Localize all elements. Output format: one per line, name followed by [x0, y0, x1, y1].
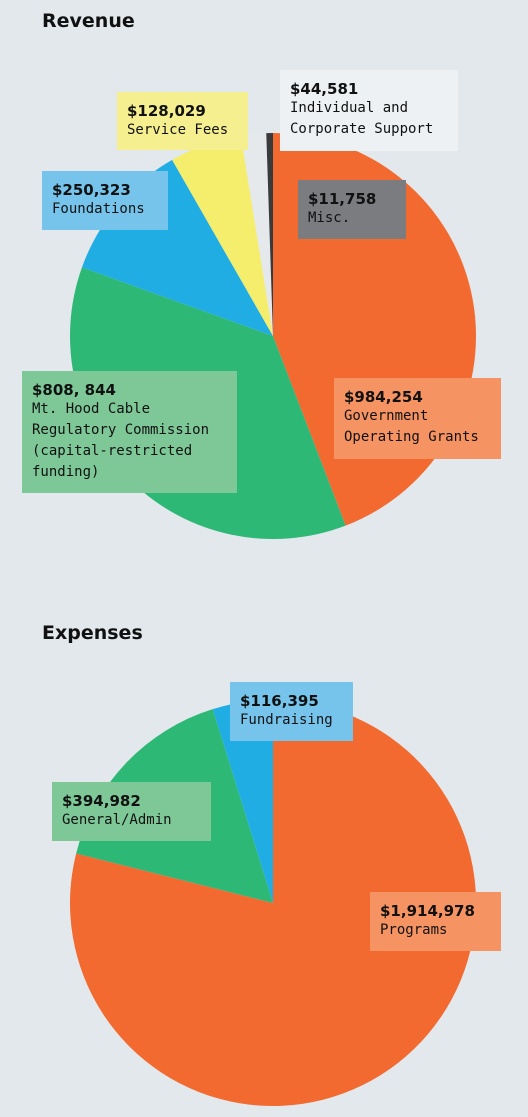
callout-amount: $808, 844 — [32, 381, 116, 399]
revenue-chart-title: Revenue — [42, 10, 135, 32]
callout-amount: $984,254 — [344, 388, 423, 406]
expenses-pie-chart — [69, 700, 476, 1106]
expenses-callout-fundraising: $116,395 Fundraising — [230, 682, 353, 741]
revenue-callout-foundations: $250,323 Foundations — [42, 171, 168, 230]
revenue-slice-4 — [240, 133, 273, 336]
callout-amount: $116,395 — [240, 692, 319, 710]
expenses-slice-2 — [212, 700, 273, 903]
callout-amount: $250,323 — [52, 181, 131, 199]
revenue-callout-government-grants: $984,254 Government Operating Grants — [334, 378, 501, 459]
callout-amount: $128,029 — [127, 102, 206, 120]
revenue-callout-misc: $11,758 Misc. — [298, 180, 406, 239]
revenue-callout-service-fees: $128,029 Service Fees — [117, 92, 248, 150]
revenue-slice-5 — [266, 133, 273, 336]
callout-label: Service Fees — [127, 122, 229, 138]
callout-amount: $1,914,978 — [380, 902, 475, 920]
callout-label: Foundations — [52, 201, 145, 217]
expenses-callout-general-admin: $394,982 General/Admin — [52, 782, 211, 841]
revenue-callout-individual-corporate: $44,581 Individual and Corporate Support — [280, 70, 458, 151]
callout-label: Programs — [380, 922, 448, 938]
callout-amount: $44,581 — [290, 80, 359, 98]
callout-label: Individual and Corporate Support — [290, 100, 434, 137]
expenses-callout-programs: $1,914,978 Programs — [370, 892, 501, 951]
callout-amount: $394,982 — [62, 792, 141, 810]
revenue-slice-3 — [172, 135, 273, 336]
callout-label: Misc. — [308, 210, 351, 226]
callout-label: Mt. Hood Cable Regulatory Commission (ca… — [32, 401, 210, 480]
callout-label: Fundraising — [240, 712, 333, 728]
revenue-callout-mt-hood: $808, 844 Mt. Hood Cable Regulatory Comm… — [22, 371, 237, 493]
callout-label: Government Operating Grants — [344, 408, 479, 445]
callout-label: General/Admin — [62, 812, 172, 828]
expenses-chart-title: Expenses — [42, 622, 143, 644]
callout-amount: $11,758 — [308, 190, 377, 208]
